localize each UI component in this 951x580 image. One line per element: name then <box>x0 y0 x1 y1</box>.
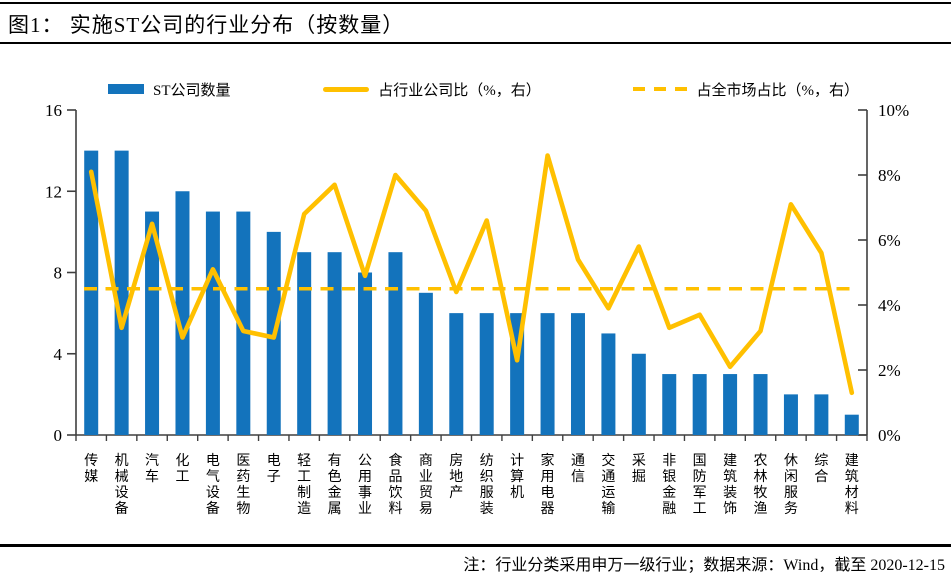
category-label-建筑装饰: 建筑装饰 <box>723 453 737 517</box>
category-label-机械设备: 机械设备 <box>115 453 129 517</box>
right-axis-tick-label: 10% <box>878 101 909 120</box>
right-axis-tick-label: 2% <box>878 361 901 380</box>
left-axis-tick-label: 12 <box>45 182 62 201</box>
bar-机械设备 <box>114 150 129 435</box>
bar-轻工制造 <box>297 252 312 435</box>
bar-食品饮料 <box>388 252 403 435</box>
left-axis-tick-label: 4 <box>54 345 63 364</box>
bar-纺织服装 <box>479 313 494 435</box>
category-label-化工: 化工 <box>175 453 189 485</box>
bar-传媒 <box>84 150 99 435</box>
category-label-传媒: 传媒 <box>84 453 98 485</box>
bar-通信 <box>570 313 585 435</box>
legend-item-dashed-series: 占全市场占比（%，右） <box>633 79 859 100</box>
category-label-休闲服务: 休闲服务 <box>784 453 798 517</box>
bar-有色金属 <box>327 252 342 435</box>
category-label-家用电器: 家用电器 <box>541 452 555 517</box>
right-axis-tick-label: 4% <box>878 296 901 315</box>
bottom-rule <box>0 544 951 547</box>
category-label-医药生物: 医药生物 <box>236 454 250 517</box>
bar-综合 <box>814 394 829 435</box>
left-axis-tick-label: 0 <box>54 426 63 445</box>
bar-非银金融 <box>662 374 677 435</box>
category-label-国防军工: 国防军工 <box>693 454 707 517</box>
bar-汽车 <box>145 211 160 435</box>
category-label-建筑材料: 建筑材料 <box>845 453 859 517</box>
category-label-非银金融: 非银金融 <box>662 453 676 517</box>
category-label-轻工制造: 轻工制造 <box>297 453 311 517</box>
bar-休闲服务 <box>783 394 798 435</box>
bar-医药生物 <box>236 211 251 435</box>
category-label-采掘: 采掘 <box>632 453 646 485</box>
bar-化工 <box>175 191 190 435</box>
title-rule <box>0 42 951 44</box>
category-label-计算机: 计算机 <box>510 453 524 501</box>
left-axis-tick-label: 8 <box>54 264 63 283</box>
bar-农林牧渔 <box>753 374 768 435</box>
category-label-汽车: 汽车 <box>145 453 159 485</box>
bar-交通运输 <box>601 333 616 435</box>
legend-label: 占行业公司比（%，右） <box>378 82 541 99</box>
bar-房地产 <box>449 313 464 435</box>
bar-建筑材料 <box>844 414 859 435</box>
bar-商业贸易 <box>418 292 433 435</box>
right-axis-tick-label: 0% <box>878 426 901 445</box>
category-label-房地产: 房地产 <box>449 453 463 501</box>
bar-国防军工 <box>692 374 707 435</box>
top-rule <box>0 2 951 4</box>
category-label-综合: 综合 <box>814 453 828 485</box>
category-label-电气设备: 电气设备 <box>206 453 220 517</box>
category-label-公用事业: 公用事业 <box>358 454 372 517</box>
category-label-食品饮料: 食品饮料 <box>388 452 402 517</box>
source-note: 注：行业分类采用申万一级行业；数据来源：Wind，截至 2020-12-15 <box>463 557 945 574</box>
category-label-电子: 电子 <box>267 453 281 485</box>
bar-电气设备 <box>205 211 220 435</box>
dashed-series-swatch-icon <box>633 87 688 91</box>
category-label-纺织服装: 纺织服装 <box>480 453 494 517</box>
bar-series-swatch-icon <box>108 84 144 94</box>
bar-采掘 <box>631 353 646 435</box>
bar-家用电器 <box>540 313 555 435</box>
right-axis-tick-label: 8% <box>878 166 901 185</box>
industry-ratio-line <box>88 153 855 396</box>
chart-legend: ST公司数量 占行业公司比（%，右） 占全市场占比（%，右） <box>108 78 859 100</box>
legend-item-line-series: 占行业公司比（%，右） <box>323 79 541 100</box>
right-axis-tick-label: 6% <box>878 231 901 250</box>
bar-公用事业 <box>358 272 373 435</box>
category-label-有色金属: 有色金属 <box>328 453 342 517</box>
legend-label: ST公司数量 <box>153 82 231 99</box>
figure-title: 图1： 实施ST公司的行业分布（按数量） <box>8 13 405 37</box>
left-axis-tick-label: 16 <box>45 101 62 120</box>
category-label-交通运输: 交通运输 <box>601 452 615 517</box>
bar-建筑装饰 <box>723 374 738 435</box>
category-label-通信: 通信 <box>571 453 585 485</box>
legend-item-bar-series: ST公司数量 <box>108 79 231 100</box>
category-label-农林牧渔: 农林牧渔 <box>754 453 768 517</box>
category-label-商业贸易: 商业贸易 <box>419 453 433 517</box>
line-series-swatch-icon <box>323 86 370 92</box>
legend-label: 占全市场占比（%，右） <box>696 82 859 99</box>
